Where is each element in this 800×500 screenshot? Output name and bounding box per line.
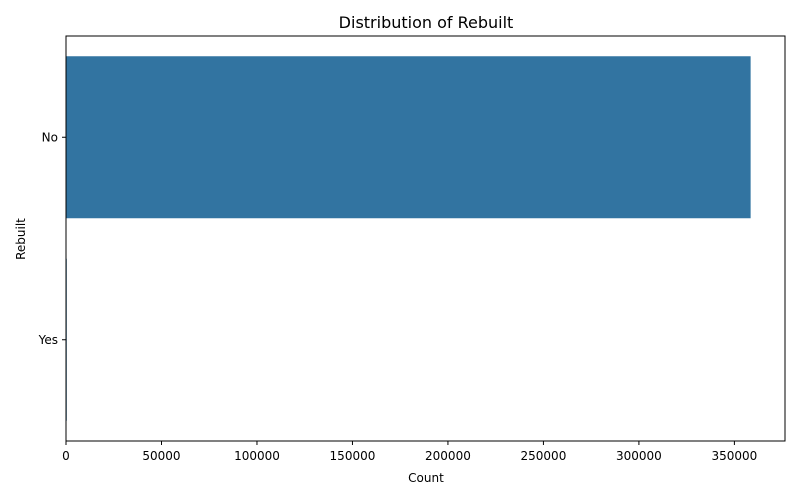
x-axis-ticks: 0 50000 100000 150000 200000 250000 300000 3500… <box>62 441 757 463</box>
y-axis-label: Rebuilt <box>14 218 28 260</box>
y-tick-label: Yes <box>38 333 58 347</box>
x-tick-label: 300000 <box>616 449 662 463</box>
x-tick-label: 100000 <box>234 449 280 463</box>
bars-group <box>66 56 751 421</box>
x-tick-label: 250000 <box>521 449 567 463</box>
y-axis-ticks: No Yes <box>38 130 66 347</box>
x-tick-label: 50000 <box>142 449 180 463</box>
x-tick-label: 200000 <box>425 449 471 463</box>
bar-no <box>66 56 751 219</box>
x-tick-label: 350000 <box>711 449 757 463</box>
chart-title: Distribution of Rebuilt <box>339 13 514 32</box>
x-axis-label: Count <box>408 471 444 485</box>
plot-area-frame <box>65 35 786 442</box>
y-tick-label: No <box>42 130 58 144</box>
x-tick-label: 150000 <box>330 449 376 463</box>
x-tick-label: 0 <box>62 449 70 463</box>
